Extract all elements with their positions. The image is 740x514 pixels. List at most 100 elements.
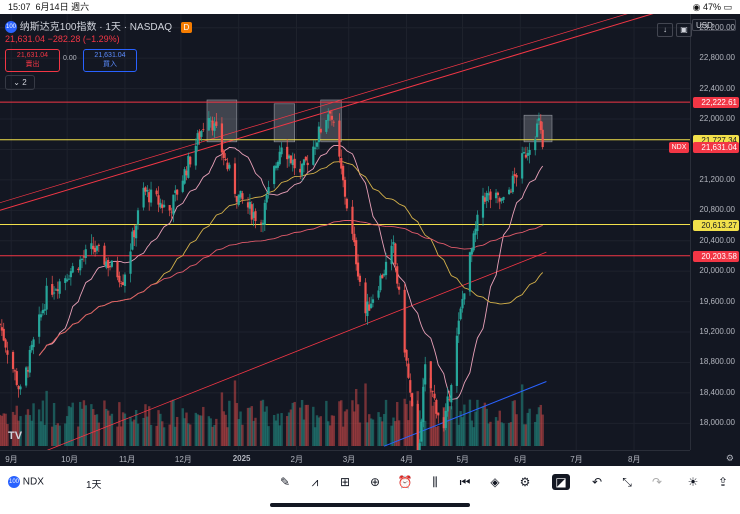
price-axis[interactable]: 23,200.00 22,800.00 22,400.00 22,000.00 21,6… bbox=[669, 14, 740, 450]
volume-bar bbox=[133, 419, 136, 446]
volume-bar bbox=[65, 416, 69, 446]
candle-body bbox=[129, 251, 132, 274]
volume-bar bbox=[0, 414, 2, 446]
candle-body bbox=[521, 153, 524, 179]
status-time: 15:07 bbox=[8, 2, 31, 12]
interval-select[interactable]: 1天 bbox=[86, 480, 102, 491]
volume-bar bbox=[463, 404, 466, 446]
volume-bar bbox=[539, 404, 543, 446]
collapse-icon[interactable]: ⤡ bbox=[622, 475, 632, 489]
candle-body bbox=[390, 245, 393, 265]
price-chart[interactable] bbox=[0, 14, 690, 450]
alert-clock-icon[interactable]: ⏰ bbox=[397, 475, 413, 489]
volume-bar bbox=[80, 408, 84, 446]
chart-type-icon[interactable]: ⩘ bbox=[311, 475, 319, 489]
volume-bar bbox=[58, 425, 61, 446]
candle-body bbox=[526, 152, 529, 156]
volume-bar bbox=[435, 427, 438, 446]
chart-title[interactable]: 纳斯达克100指数 · 1天 · NASDAQ bbox=[19, 22, 173, 33]
share-icon[interactable]: ⇪ bbox=[717, 475, 729, 489]
candle-body bbox=[263, 202, 266, 225]
volume-bar bbox=[461, 417, 464, 446]
templates-icon[interactable]: ⊞ bbox=[339, 475, 351, 489]
volume-bar bbox=[121, 412, 125, 446]
undo-icon[interactable]: ↶ bbox=[591, 475, 603, 489]
replay-icon[interactable]: ⏮ bbox=[459, 475, 471, 489]
candle-body bbox=[325, 119, 328, 132]
axis-settings-icon[interactable]: ⚙ bbox=[725, 453, 734, 463]
add-indicator-icon[interactable]: ⊕ bbox=[369, 475, 381, 489]
volume-bar bbox=[437, 426, 440, 446]
volume-bar bbox=[30, 420, 33, 446]
volume-bar bbox=[189, 424, 192, 446]
sell-button[interactable]: 21,631.04 賣出 bbox=[5, 49, 60, 72]
layout-icon[interactable]: ▣ bbox=[676, 23, 692, 37]
volume-bar bbox=[396, 401, 399, 446]
time-axis[interactable]: 9月 10月 11月 12月 2025 2月 3月 4月 5月 6月 7月 8月 ⚙ bbox=[0, 450, 734, 467]
candle-body bbox=[394, 243, 397, 265]
settings-sliders-icon[interactable]: ⚙ bbox=[519, 475, 531, 489]
candle-body bbox=[524, 154, 527, 158]
bar-type-icon[interactable]: ⫼ bbox=[432, 475, 438, 489]
idea-bulb-icon[interactable]: ☀ bbox=[687, 475, 699, 489]
volume-bar bbox=[129, 416, 132, 446]
candle-body bbox=[25, 367, 28, 386]
indicators-toggle[interactable]: ⌄ 2 bbox=[5, 75, 35, 90]
time-tick-label: 7月 bbox=[570, 455, 583, 464]
volume-bar bbox=[407, 420, 410, 446]
tv-button-icon[interactable]: ◪ bbox=[552, 474, 570, 490]
volume-bar bbox=[356, 404, 360, 446]
candle-body bbox=[2, 328, 5, 341]
candle-body bbox=[144, 187, 147, 192]
volume-bar bbox=[300, 399, 304, 446]
volume-bar bbox=[157, 410, 160, 446]
candle-body bbox=[67, 278, 71, 280]
buy-button[interactable]: 21,631.04 買入 bbox=[83, 49, 137, 72]
candle-body bbox=[403, 289, 406, 353]
volume-bar bbox=[340, 400, 343, 446]
symbol-select[interactable]: 100 NDX bbox=[8, 476, 44, 488]
volume-bar bbox=[209, 418, 212, 446]
candle-body bbox=[315, 142, 319, 147]
volume-bar bbox=[476, 399, 479, 446]
candle-body bbox=[338, 120, 341, 157]
volume-bar bbox=[353, 411, 356, 446]
volume-bar bbox=[24, 414, 28, 446]
volume-bar bbox=[211, 426, 214, 446]
candle-body bbox=[494, 192, 498, 199]
volume-bar bbox=[338, 401, 341, 446]
volume-bar bbox=[299, 407, 302, 446]
arrow-down-icon[interactable]: ↓ bbox=[657, 23, 673, 37]
volume-bar bbox=[472, 427, 475, 446]
redo-icon[interactable]: ↷ bbox=[651, 475, 663, 489]
volume-bar bbox=[250, 406, 253, 446]
layers-icon[interactable]: ◈ bbox=[490, 475, 500, 489]
indicators-count: 2 bbox=[22, 78, 27, 87]
candle-body bbox=[261, 222, 265, 225]
moving-average-line bbox=[38, 219, 543, 356]
candle-body bbox=[541, 129, 544, 148]
candle-body bbox=[71, 266, 74, 273]
volume-bar bbox=[390, 425, 393, 446]
volume-bar bbox=[54, 425, 58, 446]
time-tick-label: 4月 bbox=[400, 455, 413, 464]
candle-body bbox=[379, 275, 382, 291]
candle-body bbox=[508, 189, 511, 195]
candle-body bbox=[407, 363, 410, 378]
data-badge[interactable]: D bbox=[180, 22, 192, 33]
price-tick-label: 22,400.00 bbox=[699, 83, 735, 93]
candle-body bbox=[226, 162, 229, 170]
candle-body bbox=[235, 196, 238, 202]
candle-body bbox=[299, 168, 302, 173]
volume-bar bbox=[241, 424, 244, 446]
volume-bar bbox=[265, 406, 268, 446]
candle-body bbox=[39, 314, 43, 318]
price-tick-label: 19,200.00 bbox=[699, 327, 735, 337]
volume-bar bbox=[97, 422, 101, 446]
price-tag: 22,222.61 bbox=[693, 97, 739, 109]
volume-bar bbox=[252, 420, 255, 446]
currency-select[interactable]: USD bbox=[692, 19, 736, 31]
candle-body bbox=[259, 222, 263, 224]
candle-body bbox=[317, 126, 320, 143]
draw-pen-icon[interactable]: ✎ bbox=[279, 475, 291, 489]
